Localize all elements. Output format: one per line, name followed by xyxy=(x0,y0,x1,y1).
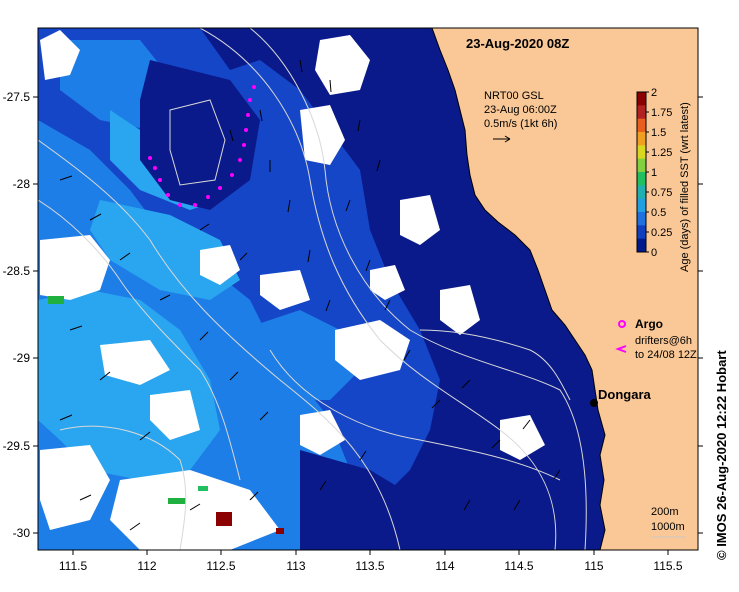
colorbar-cell xyxy=(637,172,646,186)
map-title: 23-Aug-2020 08Z xyxy=(466,36,569,51)
legend: Argo drifters@6h to 24/08 12Z xyxy=(615,317,697,361)
dongara-marker xyxy=(590,399,598,407)
arrowhead-icon xyxy=(504,135,511,143)
drifter-track xyxy=(148,85,256,207)
age-patch-green-3 xyxy=(198,486,208,491)
current-vectors xyxy=(59,59,561,531)
colorbar-cell xyxy=(637,145,646,160)
colorbar-cell xyxy=(637,92,646,106)
y-tick-label: -27.5 xyxy=(3,90,31,104)
isobath-label-200m: 200m xyxy=(651,506,679,518)
colorbar-cell xyxy=(637,132,646,146)
colorbar-title: Age (days) of filled SST (wrt latest) xyxy=(679,102,691,272)
drifter-icon xyxy=(615,345,627,353)
colorbar-cell xyxy=(637,158,646,173)
colorbar-cell xyxy=(637,185,646,200)
colorbar-cell xyxy=(637,238,646,253)
colorbar: 2 1.75 1.5 1.25 1 0.75 0.5 0.25 0 Age (days) of … xyxy=(636,87,691,272)
colorbar-cells xyxy=(637,92,646,253)
x-tick-label: 114 xyxy=(435,559,454,573)
age-patch-green-2 xyxy=(48,296,64,304)
colorbar-tick-label: 2 xyxy=(651,87,657,99)
colorbar-tick-label: 1.75 xyxy=(651,107,672,119)
map-area xyxy=(38,28,698,550)
credit-text: © IMOS 26-Aug-2020 12:22 Hobart xyxy=(714,350,729,560)
isobath-contours xyxy=(38,28,587,550)
place-label-dongara: Dongara xyxy=(598,387,652,402)
colorbar-cell xyxy=(637,212,646,226)
y-tick-label: -28.5 xyxy=(3,264,31,278)
colorbar-cell xyxy=(637,198,646,213)
isobath-legend: 200m 1000m xyxy=(651,506,686,538)
drifters-line-1: drifters@6h xyxy=(635,335,692,347)
sst-region-light-3 xyxy=(240,310,360,400)
argo-icon xyxy=(618,320,626,328)
x-tick-label: 115.5 xyxy=(653,559,682,573)
colorbar-tick-label: 0 xyxy=(651,247,657,259)
colorbar-tick-label: 0.25 xyxy=(651,227,672,239)
colorbar-tick-label: 0.5 xyxy=(651,207,666,219)
colorbar-cell xyxy=(637,118,646,133)
drifters-line-2: to 24/08 12Z xyxy=(635,349,697,361)
y-tick-label: -29 xyxy=(13,351,31,365)
colorbar-cell xyxy=(637,225,646,240)
x-tick-label: 112.5 xyxy=(206,559,235,573)
current-info-line-2: 23-Aug 06:00Z xyxy=(484,104,557,116)
colorbar-ticks: 2 1.75 1.5 1.25 1 0.75 0.5 0.25 0 xyxy=(646,87,672,259)
x-tick-label: 113 xyxy=(286,559,305,573)
colorbar-tick-label: 1 xyxy=(651,167,657,179)
plot-frame xyxy=(37,27,699,551)
age-patch-red xyxy=(216,512,232,526)
x-tick-label: 112 xyxy=(137,559,156,573)
y-tick-label: -29.5 xyxy=(3,439,31,453)
y-axis: -27.5 -28 -28.5 -29 -29.5 -30 xyxy=(3,90,703,540)
argo-label: Argo xyxy=(635,317,663,331)
x-tick-label: 114.5 xyxy=(504,559,533,573)
isobath-label-1000m: 1000m xyxy=(651,521,685,533)
colorbar-cell xyxy=(637,105,646,120)
colorbar-tick-label: 0.75 xyxy=(651,187,672,199)
age-patch-green xyxy=(168,498,186,504)
x-tick-label: 115 xyxy=(584,559,603,573)
y-tick-label: -28 xyxy=(13,177,31,191)
colorbar-tick-label: 1.25 xyxy=(651,147,672,159)
current-info-line-3: 0.5m/s (1kt 6h) xyxy=(484,118,557,130)
y-tick-label: -30 xyxy=(13,526,31,540)
x-axis: 111.5 112 112.5 113 113.5 114 114.5 115 … xyxy=(59,550,683,573)
current-info-line-1: NRT00 GSL xyxy=(484,90,544,102)
x-tick-label: 113.5 xyxy=(355,559,384,573)
land xyxy=(431,28,698,550)
age-patch-red-2 xyxy=(276,528,284,534)
no-data-patches xyxy=(40,30,545,550)
x-tick-label: 111.5 xyxy=(59,559,88,573)
sst-region-dark-2 xyxy=(300,450,440,550)
current-info: NRT00 GSL 23-Aug 06:00Z 0.5m/s (1kt 6h) xyxy=(484,90,557,143)
colorbar-tick-label: 1.5 xyxy=(651,127,666,139)
sst-region-dark-1 xyxy=(140,60,260,210)
